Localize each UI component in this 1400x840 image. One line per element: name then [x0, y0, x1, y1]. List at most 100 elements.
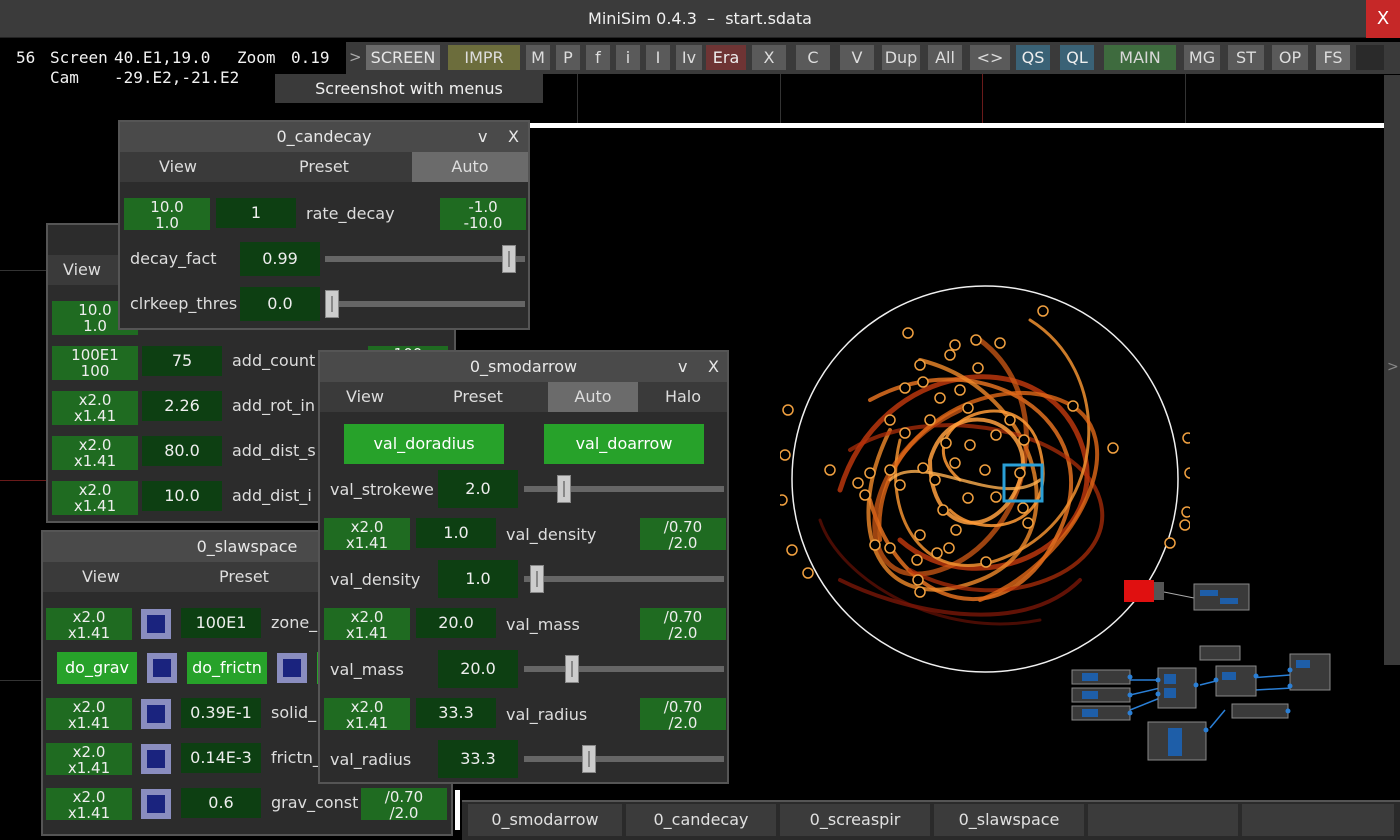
- tab-preset[interactable]: Preset: [453, 387, 503, 406]
- collapse-button[interactable]: v: [478, 127, 488, 146]
- val-doradius-button[interactable]: val_doradius: [344, 424, 504, 464]
- tool-qs-button[interactable]: QS: [1016, 45, 1050, 70]
- tool-dup-button[interactable]: Dup: [882, 45, 920, 70]
- value-field[interactable]: 0.99: [240, 242, 320, 276]
- slider-track[interactable]: [524, 486, 724, 492]
- range-button[interactable]: -1.0 -10.0: [440, 198, 526, 231]
- tab-view[interactable]: View: [159, 157, 197, 176]
- do-frictn-button[interactable]: do_frictn: [187, 652, 267, 684]
- value-field[interactable]: 0.6: [181, 788, 261, 818]
- do-grav-checkbox[interactable]: [147, 653, 177, 683]
- tool-era-button[interactable]: Era: [706, 45, 746, 70]
- tool-x-button[interactable]: X: [752, 45, 786, 70]
- range-button[interactable]: /0.70/2.0: [640, 698, 726, 731]
- tool-p-button[interactable]: P: [556, 45, 580, 70]
- multiplier-button[interactable]: x2.0 x1.41: [46, 698, 132, 731]
- value-field[interactable]: 1: [216, 198, 296, 228]
- tool-fs-button[interactable]: FS: [1316, 45, 1350, 70]
- slider-track[interactable]: [325, 301, 525, 307]
- taskbar-item-slawspace[interactable]: 0_slawspace: [934, 804, 1084, 836]
- close-button[interactable]: X: [708, 357, 719, 376]
- collapse-button[interactable]: v: [678, 357, 688, 376]
- close-button[interactable]: X: [508, 127, 519, 146]
- slider-knob[interactable]: [581, 745, 596, 773]
- tab-halo[interactable]: Halo: [664, 387, 702, 406]
- tool-st-button[interactable]: ST: [1228, 45, 1264, 70]
- tool-I-button[interactable]: I: [646, 45, 670, 70]
- slider-knob[interactable]: [501, 245, 516, 273]
- tool-impr-button[interactable]: IMPR: [448, 45, 520, 70]
- value-field[interactable]: 10.0: [142, 481, 222, 511]
- value-field[interactable]: 0.14E-3: [181, 743, 261, 773]
- tool-op-button[interactable]: OP: [1272, 45, 1308, 70]
- multiplier-button[interactable]: 10.0 1.0: [124, 198, 210, 231]
- slider-track[interactable]: [524, 576, 724, 582]
- checkbox[interactable]: [141, 789, 171, 819]
- tool-v-button[interactable]: V: [840, 45, 874, 70]
- multiplier-button[interactable]: x2.0 x1.41: [52, 391, 138, 425]
- taskbar-item-screaspir[interactable]: 0_screaspir: [780, 804, 930, 836]
- multiplier-button[interactable]: x2.0 x1.41: [52, 481, 138, 515]
- value-field[interactable]: 20.0: [416, 608, 496, 638]
- range-button[interactable]: /0.70/2.0: [640, 518, 726, 551]
- tab-view[interactable]: View: [346, 387, 384, 406]
- tab-auto[interactable]: Auto: [412, 152, 528, 182]
- multiplier-button[interactable]: x2.0 x1.41: [46, 608, 132, 641]
- value-field[interactable]: 1.0: [438, 560, 518, 598]
- multiplier-button[interactable]: x2.0 x1.41: [52, 436, 138, 470]
- value-field[interactable]: 100E1: [181, 608, 261, 638]
- taskbar-item-empty[interactable]: [1088, 804, 1238, 836]
- multiplier-button[interactable]: x2.0 x1.41: [46, 743, 132, 776]
- tab-auto[interactable]: Auto: [548, 382, 638, 412]
- checkbox[interactable]: [141, 699, 171, 729]
- value-field[interactable]: 0.0: [240, 287, 320, 321]
- value-field[interactable]: 33.3: [438, 740, 518, 778]
- value-field[interactable]: 20.0: [438, 650, 518, 688]
- slider-track[interactable]: [524, 666, 724, 672]
- tool-ql-button[interactable]: QL: [1060, 45, 1094, 70]
- tool-iv-button[interactable]: Iv: [676, 45, 702, 70]
- range-button[interactable]: /0.70/2.0: [640, 608, 726, 641]
- multiplier-button[interactable]: x2.0 x1.41: [324, 698, 410, 731]
- panel-title[interactable]: 0_candecay: [120, 122, 528, 152]
- taskbar-item-smodarrow[interactable]: 0_smodarrow: [468, 804, 622, 836]
- tool-c-button[interactable]: C: [796, 45, 830, 70]
- panel-title[interactable]: 0_smodarrow: [320, 352, 727, 382]
- value-field[interactable]: 75: [142, 346, 222, 376]
- close-window-button[interactable]: X: [1366, 0, 1400, 38]
- tool-i-button[interactable]: i: [616, 45, 640, 70]
- slider-track[interactable]: [524, 756, 724, 762]
- tool-screen-button[interactable]: SCREEN: [366, 45, 440, 70]
- taskbar-item-candecay[interactable]: 0_candecay: [626, 804, 776, 836]
- value-field[interactable]: 33.3: [416, 698, 496, 728]
- do-frictn-checkbox[interactable]: [277, 653, 307, 683]
- slider-track[interactable]: [325, 256, 525, 262]
- tab-preset[interactable]: Preset: [299, 157, 349, 176]
- slider-knob[interactable]: [325, 290, 339, 318]
- tool-m-button[interactable]: M: [526, 45, 550, 70]
- range-button[interactable]: /0.70/2.0: [361, 788, 447, 821]
- checkbox[interactable]: [141, 609, 171, 639]
- slider-knob[interactable]: [564, 655, 579, 683]
- checkbox[interactable]: [141, 744, 171, 774]
- value-field[interactable]: 80.0: [142, 436, 222, 466]
- val-doarrow-button[interactable]: val_doarrow: [544, 424, 704, 464]
- tool-all-button[interactable]: All: [928, 45, 962, 70]
- taskbar-item-empty[interactable]: [1242, 804, 1394, 836]
- slider-knob[interactable]: [557, 475, 572, 503]
- tool-f-button[interactable]: f: [586, 45, 610, 70]
- multiplier-button[interactable]: x2.0 x1.41: [324, 518, 410, 551]
- simulation-canvas[interactable]: [780, 280, 1190, 680]
- node-graph[interactable]: [1060, 570, 1340, 770]
- value-field[interactable]: 2.26: [142, 391, 222, 421]
- tab-view[interactable]: View: [63, 260, 101, 279]
- value-field[interactable]: 0.39E-1: [181, 698, 261, 728]
- slider-knob[interactable]: [529, 565, 544, 593]
- do-grav-button[interactable]: do_grav: [57, 652, 137, 684]
- side-panel-handle[interactable]: >: [1384, 75, 1400, 665]
- value-field[interactable]: 1.0: [416, 518, 496, 548]
- tool-swap-button[interactable]: <>: [970, 45, 1010, 70]
- toolbar-expand-icon[interactable]: >: [349, 48, 362, 66]
- tab-view[interactable]: View: [82, 567, 120, 586]
- tab-preset[interactable]: Preset: [219, 567, 269, 586]
